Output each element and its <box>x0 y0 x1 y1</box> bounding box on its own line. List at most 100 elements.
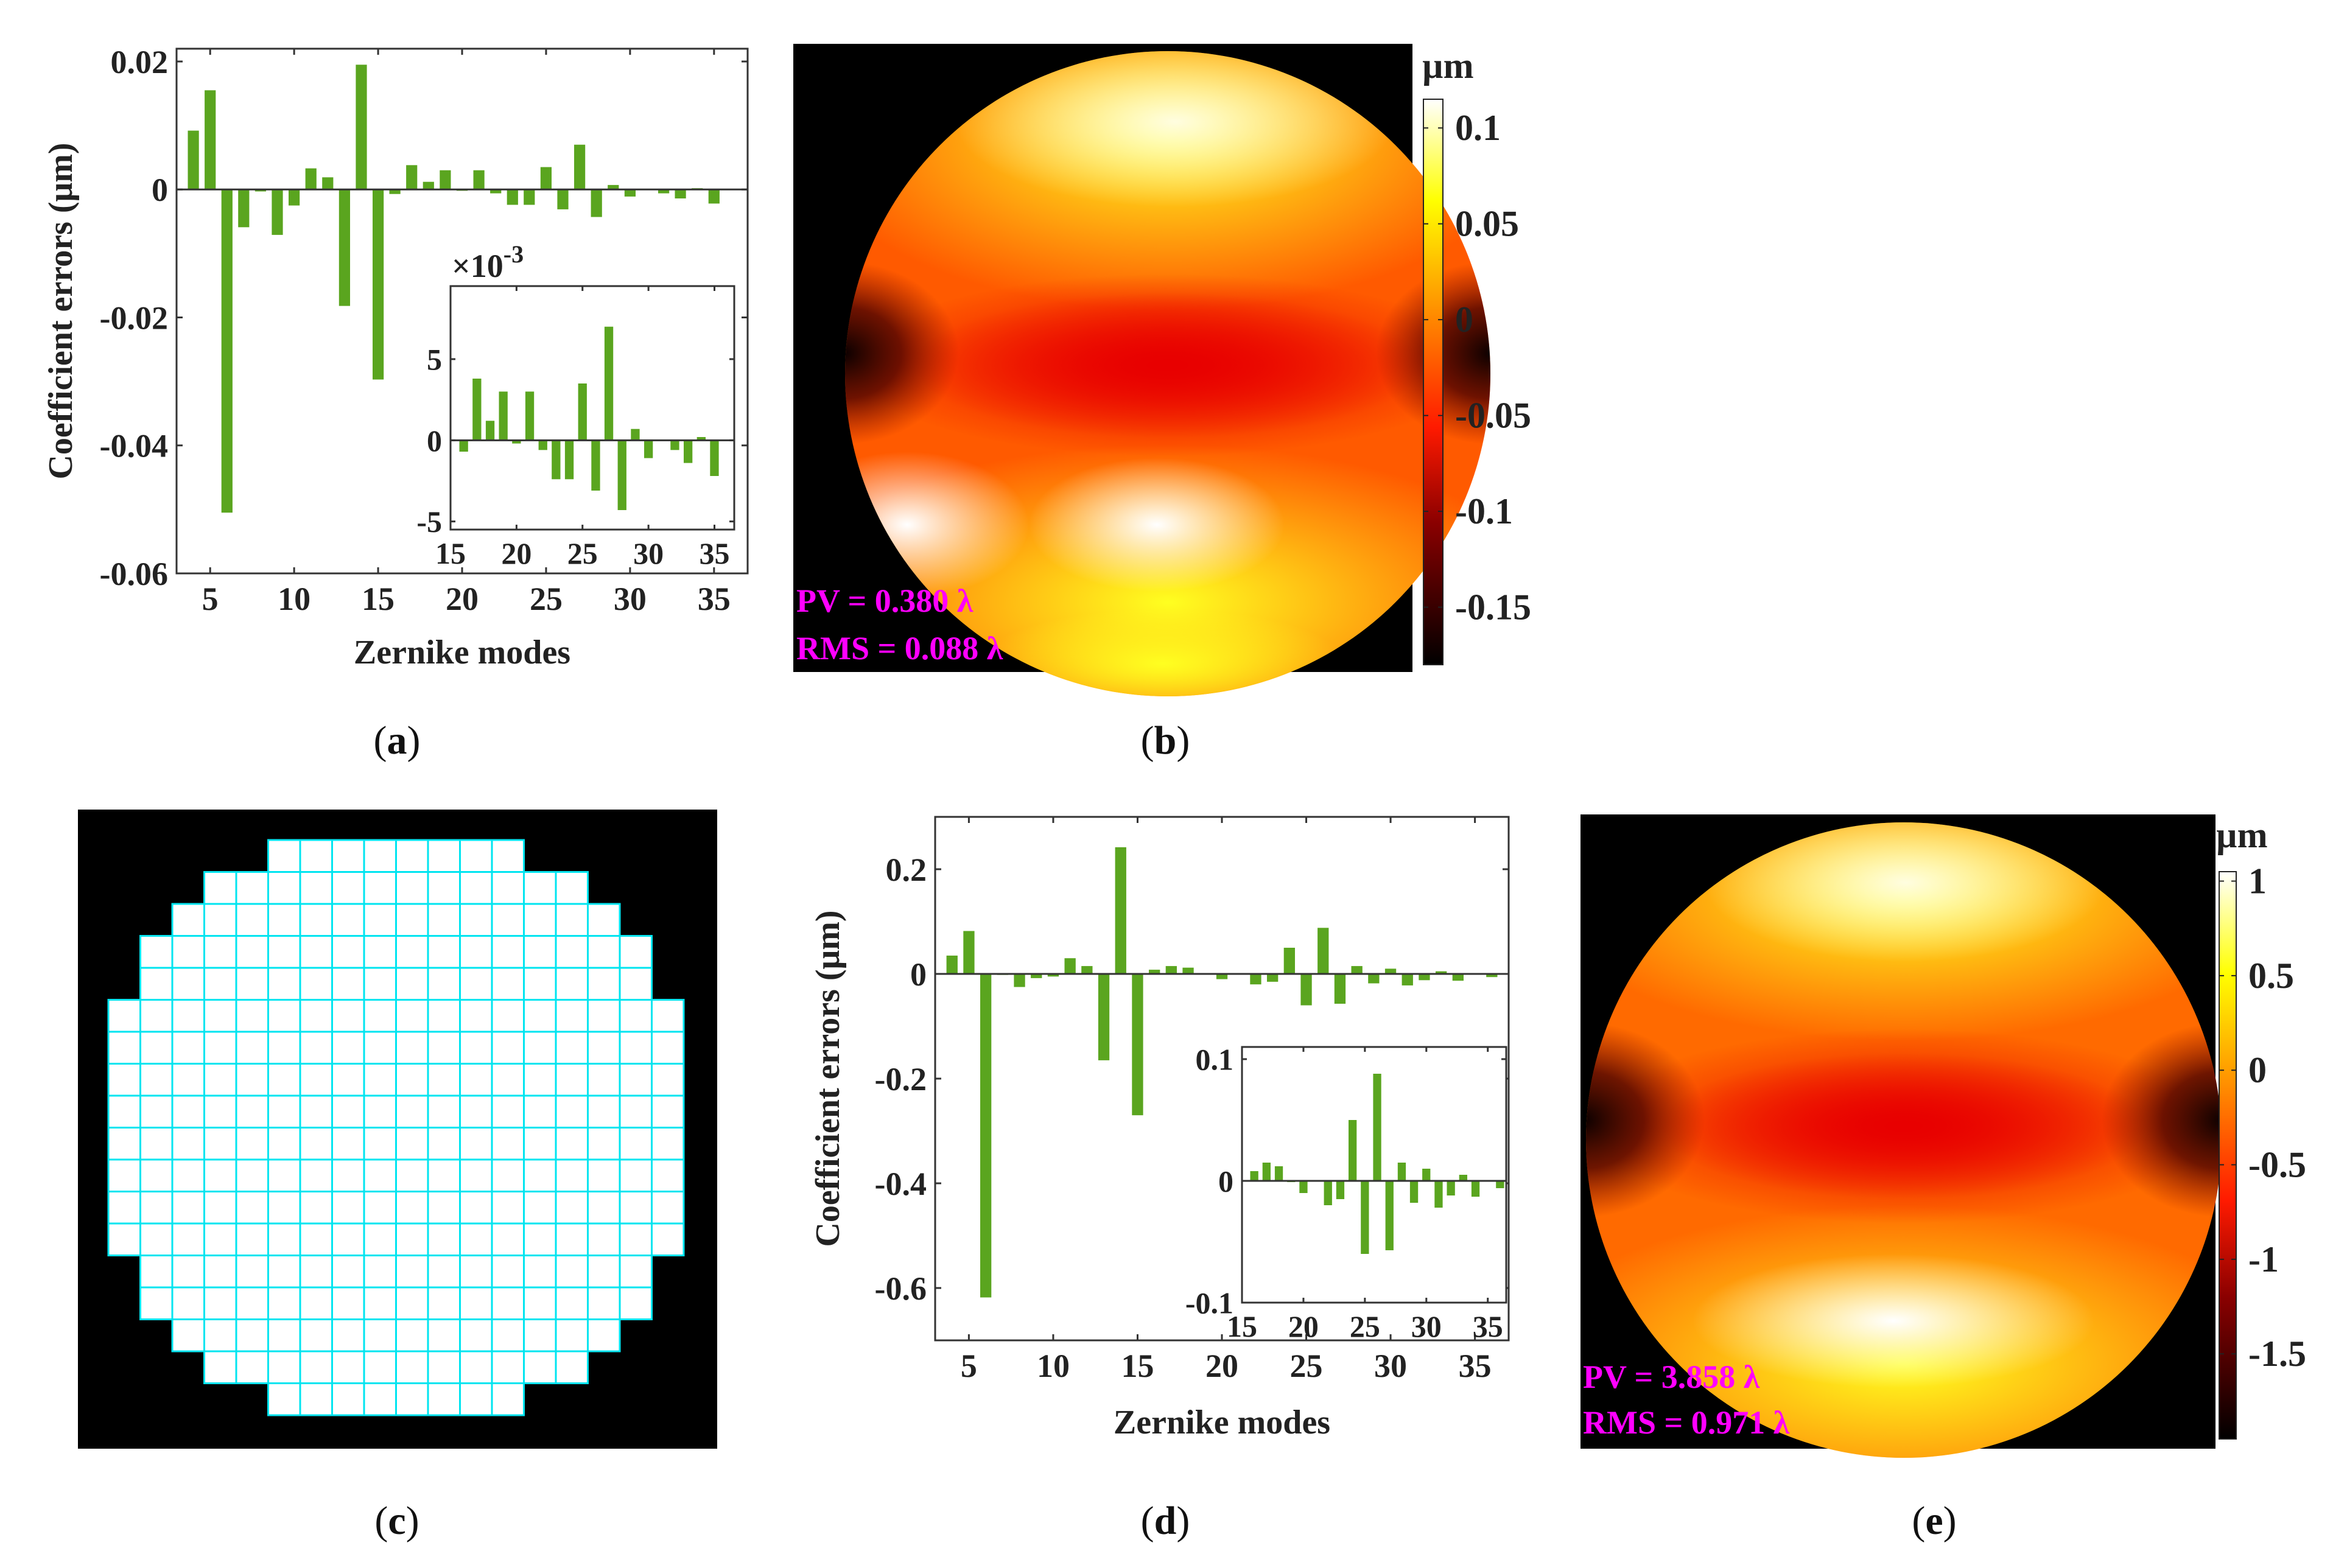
grid-c-cell <box>427 1127 461 1161</box>
grid-c-cell <box>235 999 269 1033</box>
grid-c-cell <box>171 999 205 1033</box>
grid-c-cell <box>203 1031 237 1065</box>
grid-c-cell <box>459 1127 493 1161</box>
chart-d-bar-mode-27 <box>1334 974 1346 1004</box>
grid-c-cell <box>523 1094 557 1129</box>
grid-c-cell <box>267 999 301 1033</box>
chart-d-bar-mode-36 <box>1486 974 1498 978</box>
colorbar-e <box>2219 871 2237 1440</box>
grid-c-cell <box>555 903 589 937</box>
chart-d-inset-bar-mode-16 <box>1250 1171 1258 1181</box>
grid-c-cell <box>203 935 237 969</box>
grid-c-cell <box>299 1158 333 1192</box>
chart-d-xlabel: Zernike modes <box>1114 1404 1330 1441</box>
grid-c-cell <box>523 935 557 969</box>
grid-c-cell <box>459 1031 493 1065</box>
colorbar-b-tick-label: 0.05 <box>1455 204 1519 244</box>
grid-c-cell <box>555 1222 589 1256</box>
grid-c-cell <box>523 967 557 1001</box>
chart-d-inset-plot-area: 15 20 25 30 35 0.1 0 -0.1 <box>1185 1043 1506 1343</box>
grid-c-cell <box>235 1255 269 1289</box>
chart-d-inset-xtick-label: 30 <box>1411 1309 1442 1343</box>
grid-c-cell <box>267 1222 301 1256</box>
grid-c-cell <box>587 1127 621 1161</box>
grid-c-cell <box>203 1127 237 1161</box>
chart-a-ytick-label: -0.04 <box>100 428 168 464</box>
grid-c-cell <box>235 1063 269 1097</box>
chart-a-bar-mode-35 <box>708 189 720 204</box>
grid-c-cell <box>651 1063 685 1097</box>
grid-c-cell <box>619 999 653 1033</box>
chart-d-bar-mode-33 <box>1436 971 1447 974</box>
grid-c-cell <box>651 1191 685 1225</box>
grid-c-cell <box>523 1127 557 1161</box>
grid-c-cell <box>363 1318 397 1353</box>
grid-c-cell <box>427 871 461 905</box>
grid-c-cell <box>299 1318 333 1353</box>
chart-d-inset-bar-mode-28 <box>1397 1163 1406 1181</box>
chart-a-inset-bar-mode-35 <box>710 440 719 476</box>
grid-c-cell <box>491 967 525 1001</box>
chart-a-bar-mode-23 <box>507 189 518 205</box>
grid-c-cell <box>491 1222 525 1256</box>
map-e-pv: PV = 3.858 λ <box>1583 1359 1760 1395</box>
chart-a-inset-bar-mode-19 <box>499 391 508 441</box>
grid-c-cell <box>171 1286 205 1320</box>
grid-c-cell <box>395 1286 429 1320</box>
grid-c-cell <box>491 1158 525 1192</box>
map-b-pv: PV = 0.380 λ <box>796 583 974 619</box>
chart-d-bar-mode-10 <box>1047 974 1059 977</box>
grid-c-cell <box>555 999 589 1033</box>
grid-c-cell <box>139 1063 174 1097</box>
bar-chart-a: 5 10 15 20 25 30 35 0.02 0 -0.02 -0.04 -0.06 Coeffi… <box>42 44 749 671</box>
grid-c-cell <box>235 1286 269 1320</box>
grid-c-cell <box>395 1158 429 1192</box>
grid-c-cell <box>555 1063 589 1097</box>
grid-c-cell <box>491 1127 525 1161</box>
grid-c-cell <box>203 1318 237 1353</box>
grid-c-cell <box>459 1222 493 1256</box>
grid-c-cell <box>619 1222 653 1256</box>
chart-a-inset-multiplier: ×10-3 <box>452 240 524 284</box>
grid-c-cell <box>299 1382 333 1416</box>
grid-c-cell <box>651 1127 685 1161</box>
chart-a-plot-area: 5 10 15 20 25 30 35 0.02 0 -0.02 -0.04 -0.06 <box>100 44 748 617</box>
grid-c-cell <box>651 999 685 1033</box>
grid-c-cell <box>427 1350 461 1384</box>
chart-a-ytick-label: 0 <box>152 172 168 208</box>
grid-c-cell <box>107 999 141 1033</box>
grid-c-cell <box>619 1127 653 1161</box>
chart-d-bar-mode-30 <box>1384 968 1397 974</box>
chart-a-xtick-label: 30 <box>614 581 647 617</box>
chart-a-xlabel: Zernike modes <box>354 634 570 671</box>
grid-c-cell <box>395 1255 429 1289</box>
chart-a-frame <box>175 47 749 575</box>
grid-c-cell <box>363 903 397 937</box>
caption-e: (e) <box>1912 1499 1956 1543</box>
chart-a-bar-mode-9 <box>272 189 283 235</box>
grid-c-cell <box>139 999 174 1033</box>
chart-d-inset: 15 20 25 30 35 0.1 0 -0.1 <box>1185 1043 1507 1343</box>
chart-d-bar-mode-23 <box>1267 974 1279 982</box>
grid-c-cell <box>427 903 461 937</box>
grid-c-cell <box>171 903 205 937</box>
chart-a-inset-xtick-label: 25 <box>567 536 598 570</box>
chart-a-bar-mode-11 <box>305 168 317 190</box>
grid-c-cell <box>587 1286 621 1320</box>
grid-c-cell <box>555 1127 589 1161</box>
colorbar-b <box>1423 99 1444 665</box>
grid-c-cell <box>395 1222 429 1256</box>
grid-c-cell <box>427 999 461 1033</box>
grid-c-cell <box>331 1094 365 1129</box>
grid-c-cell <box>619 1286 653 1320</box>
chart-d-inset-ytick-label: 0.1 <box>1196 1043 1234 1077</box>
colorbar-e-tick-label: 0.5 <box>2248 956 2294 996</box>
chart-a-bar-mode-17 <box>406 165 418 190</box>
grid-c-cell <box>171 1191 205 1225</box>
grid-c-cell <box>235 935 269 969</box>
chart-d-bar-mode-9 <box>1031 974 1042 978</box>
grid-c-cell <box>395 935 429 969</box>
grid-c-cell <box>587 999 621 1033</box>
chart-a-bar-mode-10 <box>289 189 300 206</box>
